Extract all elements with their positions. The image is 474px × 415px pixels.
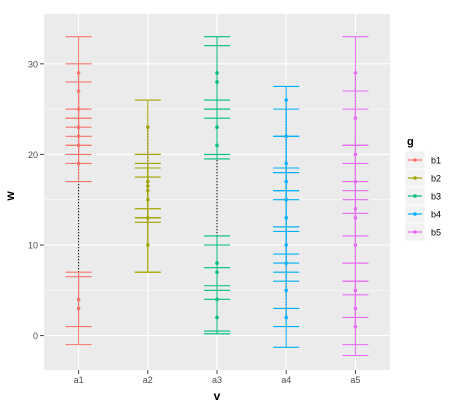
legend-entry-b3: b3 <box>404 186 441 206</box>
y-tick-label: 20 <box>28 150 38 160</box>
data-point <box>284 261 289 265</box>
data-point <box>353 71 358 75</box>
data-point <box>284 98 289 102</box>
data-point <box>215 80 219 84</box>
legend-title: g <box>407 136 414 148</box>
x-axis-title: v <box>214 389 221 403</box>
legend-entry-b5: b5 <box>404 222 441 242</box>
series-b3 <box>204 36 230 335</box>
x-tick-label: a5 <box>350 375 360 385</box>
series-b5 <box>342 36 369 357</box>
y-tick-label: 10 <box>28 240 38 250</box>
series-b2 <box>134 99 161 273</box>
legend-label: b5 <box>431 228 441 238</box>
data-point <box>215 315 219 320</box>
y-axis-title: w <box>3 191 17 202</box>
legend-label: b3 <box>431 192 441 202</box>
legend: g b1 b2 b3 b4 b5 <box>404 136 441 242</box>
legend-entry-b2: b2 <box>404 168 441 188</box>
legend-label: b1 <box>431 156 441 166</box>
data-point <box>76 161 81 166</box>
y-tick-label: 0 <box>33 331 38 341</box>
data-point <box>284 315 289 320</box>
legend-key-point <box>413 176 417 180</box>
legend-key-point <box>413 230 417 234</box>
x-tick-label: a1 <box>74 375 84 385</box>
data-point <box>284 288 289 293</box>
x-tick-label: a3 <box>212 375 222 385</box>
x-tick-label: a2 <box>143 375 153 385</box>
legend-key-point <box>413 212 417 216</box>
legend-label: b4 <box>431 210 441 220</box>
data-point <box>353 324 358 329</box>
data-point <box>146 197 150 202</box>
legend-label: b2 <box>431 174 441 184</box>
legend-entry-b1: b1 <box>404 150 441 170</box>
data-point <box>146 243 150 247</box>
data-point <box>215 143 219 148</box>
axis-layer: 0 10 20 30 a1 a2 a3 a4 a5 <box>28 59 360 385</box>
series-b4 <box>273 85 300 348</box>
y-tick-label: 30 <box>28 59 38 69</box>
x-tick-label: a4 <box>281 375 291 385</box>
series-layer <box>65 36 369 357</box>
data-point <box>76 306 81 311</box>
legend-key-point <box>413 158 417 162</box>
series-b1 <box>65 36 92 346</box>
legend-entry-b4: b4 <box>404 204 441 224</box>
data-point <box>353 243 358 247</box>
data-point <box>284 161 289 166</box>
data-point <box>284 216 289 220</box>
data-point <box>146 125 150 130</box>
legend-key-point <box>413 194 417 198</box>
